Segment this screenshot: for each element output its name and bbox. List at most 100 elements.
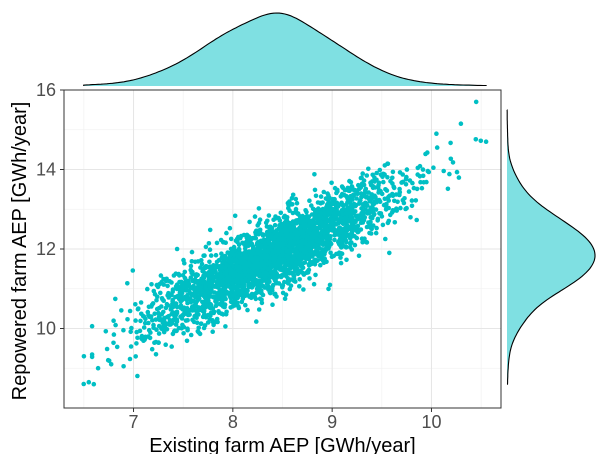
data-point	[133, 354, 138, 359]
data-point	[285, 254, 290, 260]
data-point	[366, 220, 371, 225]
data-point	[352, 187, 357, 193]
data-point	[200, 308, 205, 314]
data-point	[358, 220, 364, 225]
data-point	[256, 250, 262, 256]
data-point	[208, 313, 213, 319]
data-point	[141, 325, 147, 330]
data-point	[217, 290, 223, 295]
x-density-curve	[83, 12, 487, 87]
data-point	[114, 344, 120, 350]
data-point	[252, 214, 258, 219]
data-point	[180, 287, 185, 293]
data-point	[325, 191, 330, 196]
data-point	[390, 181, 395, 186]
data-point	[224, 230, 229, 236]
data-point	[293, 279, 298, 284]
data-point	[150, 301, 156, 306]
data-point	[223, 296, 228, 302]
data-point	[159, 326, 164, 331]
data-point	[229, 281, 235, 286]
data-point	[224, 309, 229, 315]
data-point	[348, 180, 354, 185]
data-point	[210, 283, 215, 289]
data-point	[272, 222, 278, 228]
data-point	[162, 320, 167, 325]
data-point	[355, 191, 360, 197]
data-point	[351, 220, 357, 225]
data-point	[145, 286, 150, 292]
data-point	[338, 194, 344, 199]
data-point	[130, 268, 136, 273]
data-point	[235, 267, 240, 272]
data-point	[265, 218, 270, 224]
data-point	[247, 263, 253, 268]
data-point	[268, 274, 273, 280]
data-point	[284, 268, 289, 274]
data-point	[431, 165, 436, 170]
data-point	[255, 270, 261, 275]
data-point	[352, 234, 357, 239]
data-point	[222, 253, 228, 259]
data-point	[147, 335, 153, 341]
data-point	[152, 340, 157, 346]
data-point	[434, 131, 439, 136]
data-point	[225, 283, 230, 289]
data-point	[377, 167, 383, 173]
data-point	[211, 309, 216, 315]
data-point	[332, 196, 337, 202]
data-point	[259, 290, 264, 296]
data-point	[368, 207, 373, 212]
data-point	[299, 254, 305, 260]
data-point	[206, 269, 212, 275]
data-point	[364, 240, 370, 245]
data-point	[297, 261, 302, 267]
data-point	[331, 217, 337, 223]
data-point	[206, 281, 211, 286]
data-point	[300, 216, 305, 222]
data-point	[364, 201, 369, 206]
data-point	[262, 255, 267, 261]
data-point	[331, 253, 337, 259]
data-point	[196, 325, 201, 331]
data-point	[235, 272, 240, 278]
data-point	[244, 255, 249, 260]
data-point	[210, 329, 215, 335]
data-point	[361, 192, 367, 197]
data-point	[161, 298, 166, 304]
data-point	[279, 249, 285, 255]
data-point	[332, 227, 338, 233]
data-point	[176, 296, 182, 302]
data-point	[406, 189, 412, 194]
data-point	[473, 137, 479, 142]
data-point	[157, 281, 162, 287]
data-point	[280, 283, 286, 288]
data-point	[111, 332, 117, 337]
scatter-points	[81, 99, 489, 387]
data-point	[450, 160, 456, 165]
data-point	[177, 291, 183, 297]
data-point	[374, 170, 380, 176]
data-point	[318, 262, 323, 268]
data-point	[138, 300, 144, 305]
data-point	[189, 259, 195, 264]
data-point	[402, 196, 407, 201]
data-point	[304, 209, 309, 215]
data-point	[282, 296, 288, 302]
data-point	[318, 194, 324, 199]
data-point	[182, 269, 188, 275]
data-point	[163, 278, 169, 284]
data-point	[190, 278, 195, 284]
data-point	[218, 237, 224, 243]
data-point	[146, 320, 151, 326]
data-point	[145, 309, 151, 315]
data-point	[216, 310, 222, 316]
data-point	[134, 341, 139, 346]
data-point	[271, 258, 277, 264]
data-point	[418, 179, 423, 185]
data-point	[181, 324, 187, 330]
data-point	[190, 286, 196, 291]
data-point	[289, 258, 294, 264]
data-point	[382, 172, 387, 177]
data-point	[228, 295, 233, 301]
